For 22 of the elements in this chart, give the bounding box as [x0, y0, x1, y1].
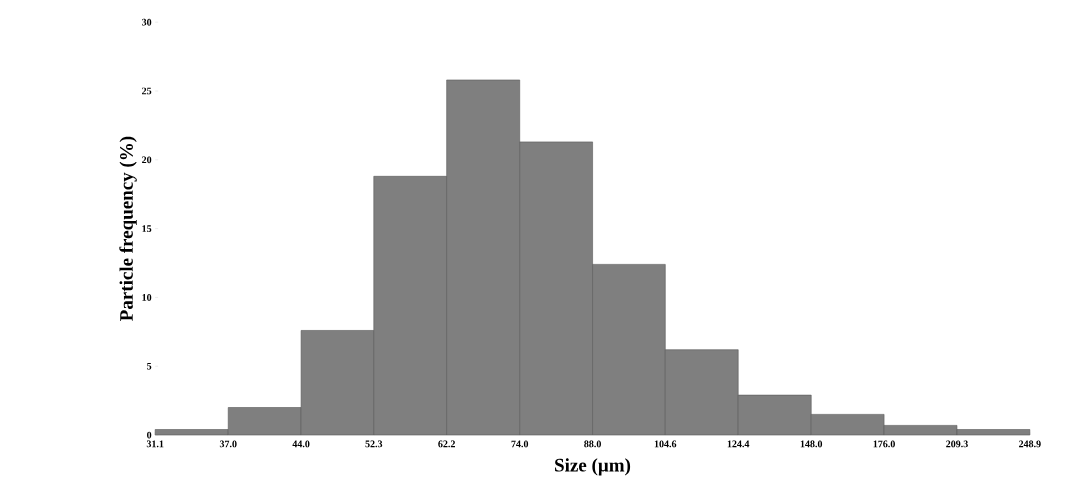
y-tick-label: 15: [142, 225, 152, 232]
y-tick-label: 10: [142, 293, 152, 301]
x-tick-label: 124.4: [727, 440, 750, 448]
x-tick-label: 209.3: [946, 440, 968, 448]
x-tick-label: 62.2: [438, 440, 455, 448]
y-tick-label: 30: [142, 18, 152, 26]
x-tick-label: 44.0: [292, 440, 310, 448]
y-tick-label: 5: [147, 362, 152, 370]
x-tick-label: 176.0: [873, 440, 895, 448]
x-tick-label: 31.1: [146, 440, 164, 448]
x-tick-label: 148.0: [800, 440, 823, 448]
y-axis-title: Particle frequency (%): [119, 136, 137, 321]
x-tick-label: 104.6: [654, 440, 677, 448]
x-tick-label: 248.9: [1019, 440, 1041, 448]
x-tick-label: 74.0: [511, 440, 529, 448]
x-tick-label: 52.3: [365, 440, 383, 448]
x-tick-label: 37.0: [219, 440, 237, 448]
y-tick-label: 25: [142, 87, 152, 95]
y-tick-label: 20: [142, 156, 152, 164]
x-tick-label: 88.0: [584, 440, 601, 448]
y-tick-label: 0: [147, 431, 152, 439]
x-axis-title: Size (µm): [555, 458, 631, 476]
